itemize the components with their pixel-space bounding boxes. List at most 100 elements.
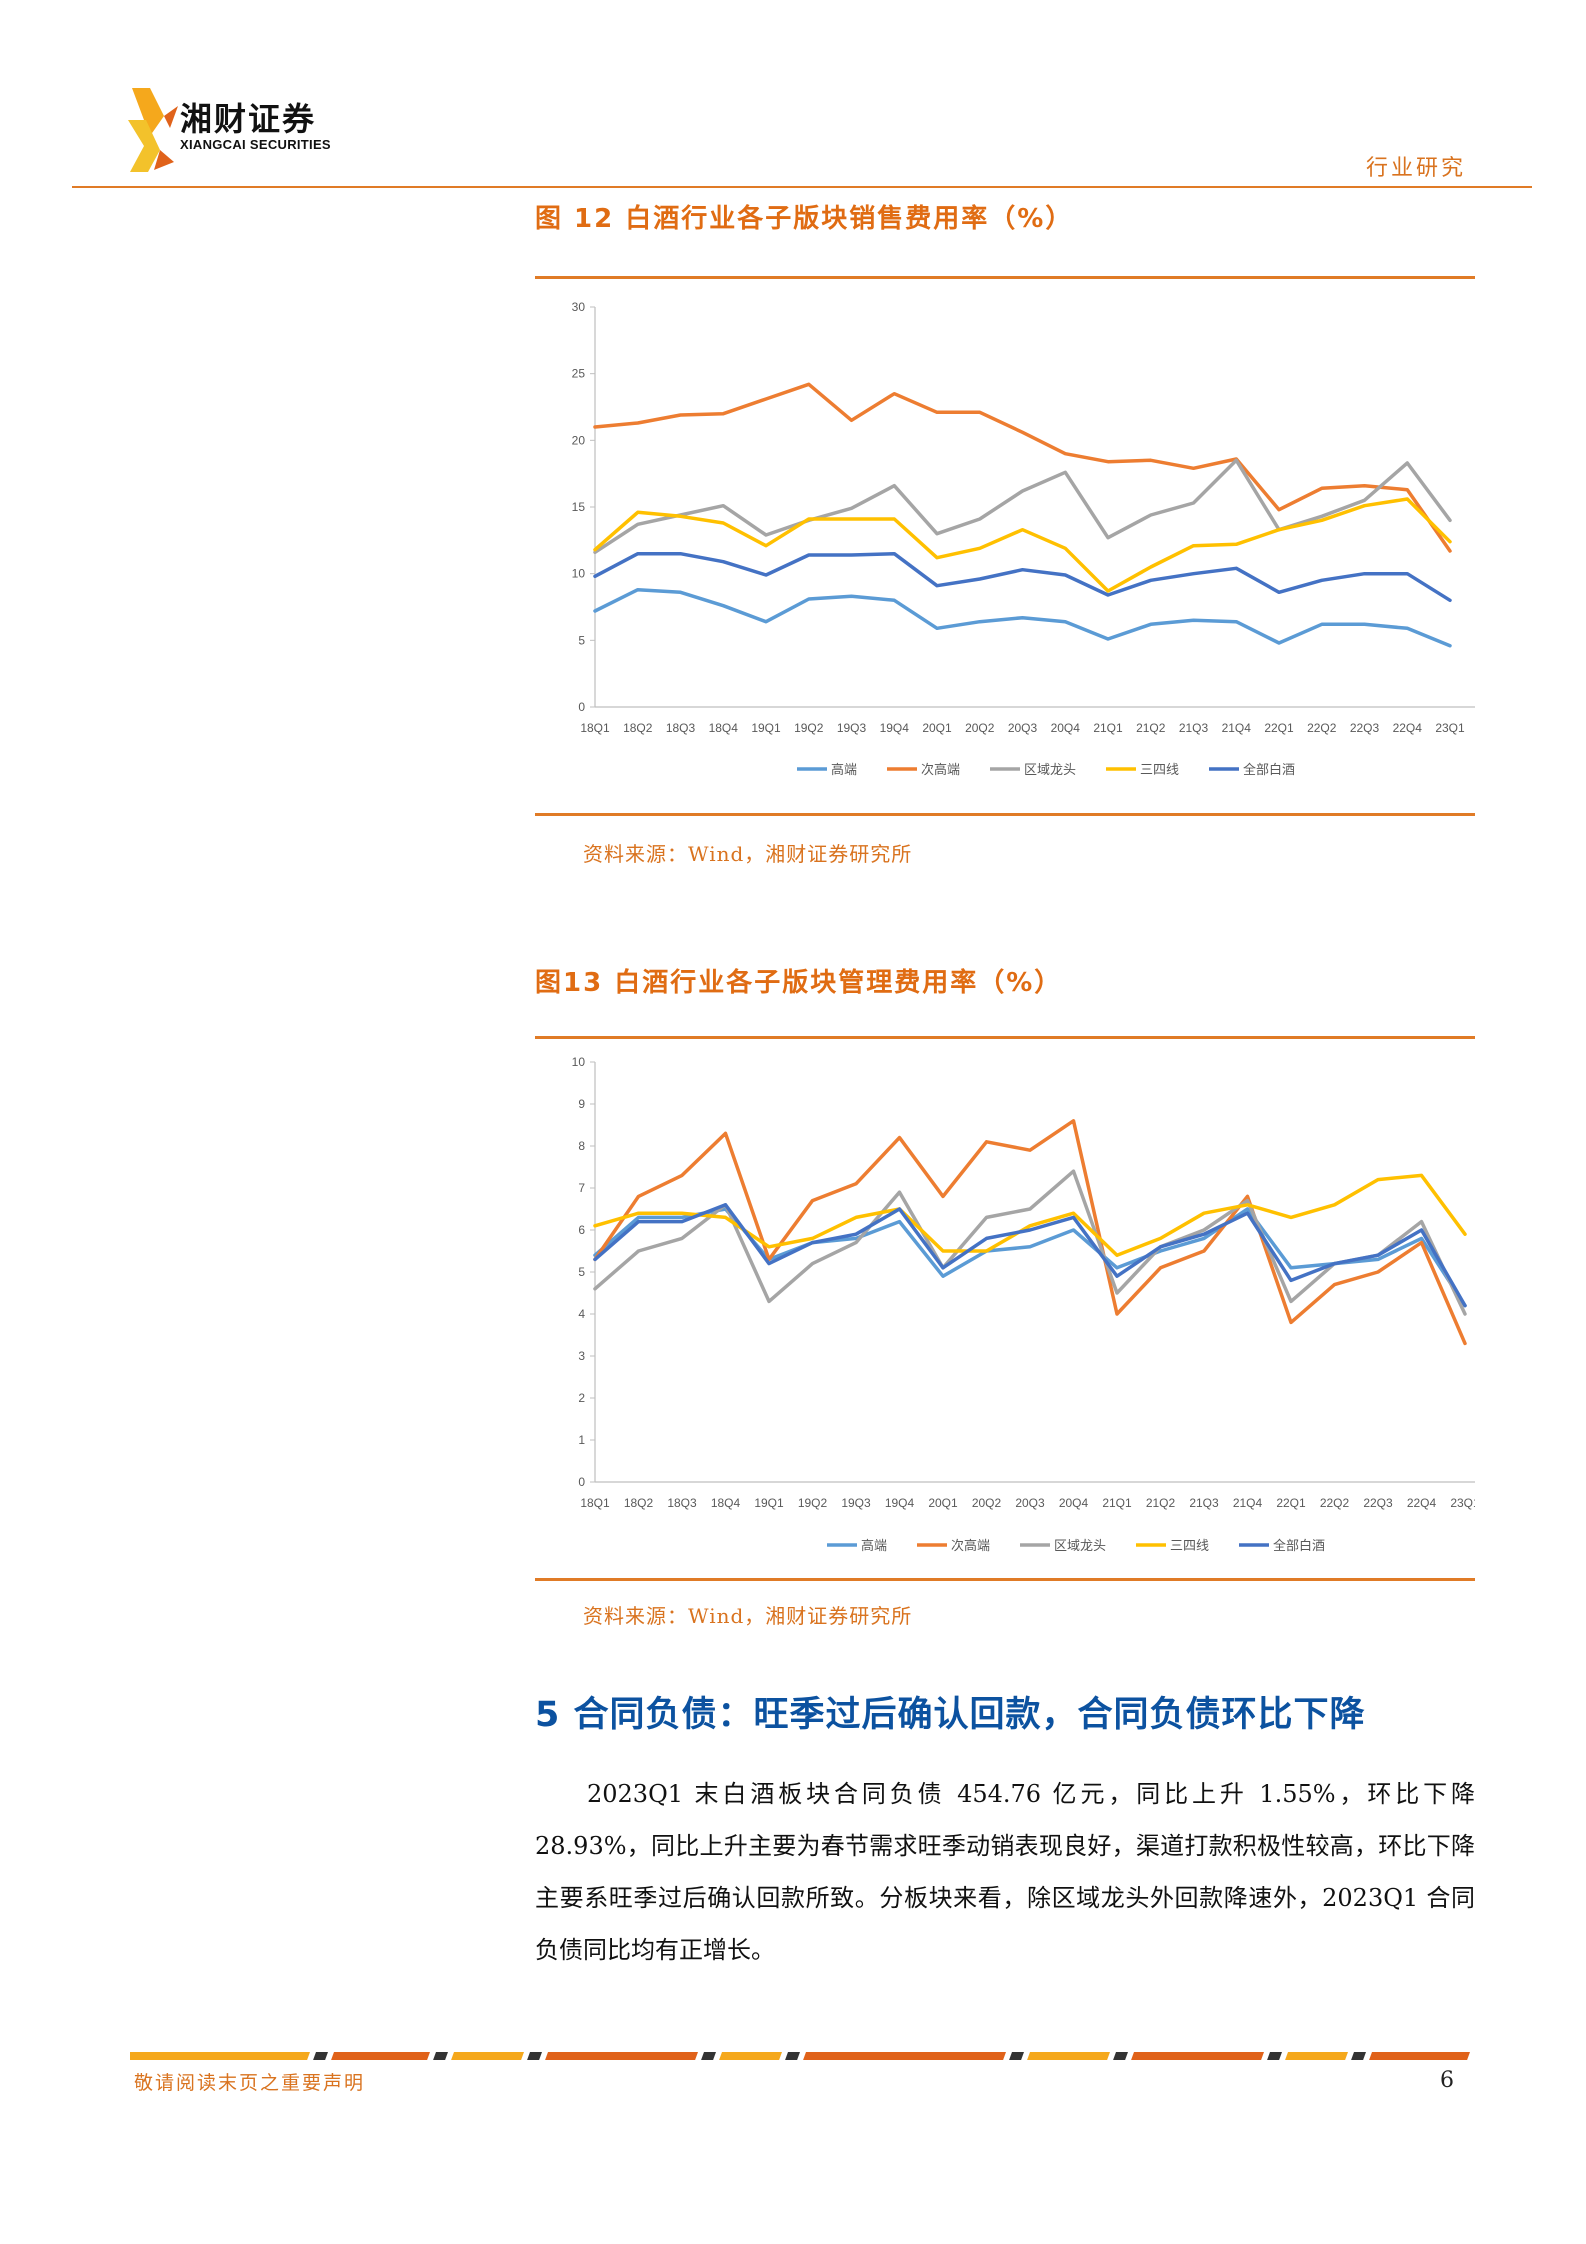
- footer-bar-segment: [1369, 2052, 1470, 2060]
- footer-bar-segment: [1131, 2052, 1264, 2060]
- x-tick-label: 19Q4: [885, 1496, 915, 1510]
- y-tick-label: 30: [572, 300, 586, 314]
- legend-label: 次高端: [951, 1538, 990, 1553]
- x-tick-label: 21Q3: [1189, 1496, 1219, 1510]
- y-tick-label: 0: [578, 1475, 585, 1489]
- legend-label: 全部白酒: [1243, 762, 1295, 777]
- y-tick-label: 4: [578, 1307, 585, 1321]
- x-tick-label: 22Q3: [1350, 721, 1380, 735]
- figure-12-top-rule: [535, 276, 1475, 279]
- x-tick-label: 23Q1: [1450, 1496, 1475, 1510]
- footer-bar-segment: [1009, 2052, 1024, 2060]
- footer-bar-segment: [527, 2052, 542, 2060]
- y-tick-label: 20: [572, 433, 586, 447]
- footer-bar-segment: [313, 2052, 328, 2060]
- x-tick-label: 21Q3: [1179, 721, 1209, 735]
- x-tick-label: 20Q3: [1008, 721, 1038, 735]
- legend-label: 三四线: [1170, 1538, 1209, 1553]
- x-tick-label: 20Q1: [922, 721, 952, 735]
- footer-bar-segment: [1113, 2052, 1129, 2060]
- x-tick-label: 22Q4: [1393, 721, 1423, 735]
- x-tick-label: 19Q1: [754, 1496, 784, 1510]
- figure-13-title: 图13 白酒行业各子版块管理费用率（%）: [535, 968, 1063, 998]
- y-tick-label: 2: [578, 1391, 585, 1405]
- x-tick-label: 22Q1: [1276, 1496, 1306, 1510]
- figure-12-title: 图 12 白酒行业各子版块销售费用率（%）: [535, 204, 1074, 234]
- series-line-3: [593, 1173, 1467, 1257]
- x-tick-label: 22Q3: [1363, 1496, 1393, 1510]
- y-tick-label: 0: [578, 700, 585, 714]
- x-tick-label: 21Q1: [1093, 721, 1123, 735]
- footer-bar-segment: [433, 2052, 448, 2060]
- x-tick-label: 18Q2: [623, 721, 653, 735]
- logo-mark-right: [164, 106, 178, 128]
- legend-label: 区域龙头: [1054, 1538, 1106, 1553]
- logo-mark-lower: [128, 120, 160, 172]
- x-tick-label: 20Q2: [972, 1496, 1002, 1510]
- series-line-3: [593, 497, 1452, 593]
- legend-label: 高端: [831, 762, 857, 777]
- section-heading: 5 合同负债：旺季过后确认回款，合同负债环比下降: [535, 1695, 1366, 1735]
- series-line-1: [593, 382, 1452, 553]
- x-tick-label: 19Q2: [794, 721, 824, 735]
- page-number: 6: [1440, 2068, 1454, 2093]
- y-tick-label: 5: [578, 1265, 585, 1279]
- x-tick-label: 20Q3: [1015, 1496, 1045, 1510]
- figure-13-bottom-rule: [535, 1578, 1475, 1581]
- x-tick-label: 20Q2: [965, 721, 995, 735]
- footer-bar-segment: [1351, 2052, 1366, 2060]
- x-tick-label: 20Q4: [1059, 1496, 1089, 1510]
- footer-bar-segment: [331, 2052, 430, 2060]
- y-tick-label: 6: [578, 1223, 585, 1237]
- footer-bar-segment: [1267, 2052, 1282, 2060]
- series-line-4: [593, 1203, 1467, 1308]
- x-tick-label: 22Q4: [1407, 1496, 1437, 1510]
- x-tick-label: 22Q2: [1307, 721, 1337, 735]
- y-tick-label: 8: [578, 1139, 585, 1153]
- figure-13-top-rule: [535, 1036, 1475, 1039]
- footer-dash-bar: [130, 2052, 1470, 2060]
- footer-bar-segment: [451, 2052, 524, 2060]
- x-tick-label: 18Q3: [666, 721, 696, 735]
- footer-bar-segment: [701, 2052, 716, 2060]
- x-tick-label: 19Q3: [837, 721, 867, 735]
- x-tick-label: 22Q1: [1264, 721, 1294, 735]
- footer-bar-segment: [803, 2052, 1006, 2060]
- y-tick-label: 3: [578, 1349, 585, 1363]
- footer-bar-segment: [545, 2052, 698, 2060]
- y-tick-label: 1: [578, 1433, 585, 1447]
- footer-bar-segment: [785, 2052, 800, 2060]
- y-tick-label: 15: [572, 500, 586, 514]
- x-tick-label: 20Q1: [928, 1496, 958, 1510]
- figure-12-bottom-rule: [535, 813, 1475, 816]
- series-line-2: [593, 1169, 1467, 1316]
- figure-13-chart: 0 1 2 3 4 5 6 7 8 9 10 18Q1 18Q2 18Q3 18Q4 19Q1 19Q2 19Q3…: [572, 1055, 1475, 1553]
- x-tick-label: 21Q4: [1233, 1496, 1263, 1510]
- x-tick-label: 19Q2: [798, 1496, 828, 1510]
- x-tick-label: 18Q1: [580, 1496, 610, 1510]
- x-tick-label: 18Q1: [580, 721, 610, 735]
- x-tick-label: 18Q4: [709, 721, 739, 735]
- y-tick-label: 25: [572, 367, 586, 381]
- logo-mark-accent: [154, 150, 174, 170]
- x-tick-label: 19Q4: [880, 721, 910, 735]
- x-tick-label: 21Q4: [1222, 721, 1252, 735]
- x-tick-label: 22Q2: [1320, 1496, 1350, 1510]
- y-tick-label: 9: [578, 1097, 585, 1111]
- y-tick-label: 10: [572, 1055, 586, 1069]
- y-tick-label: 5: [578, 633, 585, 647]
- company-logo: [128, 88, 178, 172]
- y-tick-label: 10: [572, 567, 586, 581]
- x-tick-label: 21Q2: [1136, 721, 1166, 735]
- x-tick-label: 21Q1: [1102, 1496, 1132, 1510]
- y-tick-label: 7: [578, 1181, 585, 1195]
- x-tick-label: 19Q3: [841, 1496, 871, 1510]
- report-category: 行业研究: [1365, 156, 1466, 181]
- footer-bar-segment: [130, 2052, 310, 2060]
- legend-label: 次高端: [921, 762, 960, 777]
- paragraph-text: 2023Q1 末白酒板块合同负债 454.76 亿元，同比上升 1.55%，环比…: [535, 1780, 1475, 1964]
- legend-label: 全部白酒: [1273, 1538, 1325, 1553]
- series-line-0: [593, 587, 1452, 648]
- series-line-1: [593, 1119, 1467, 1346]
- legend-label: 三四线: [1140, 762, 1179, 777]
